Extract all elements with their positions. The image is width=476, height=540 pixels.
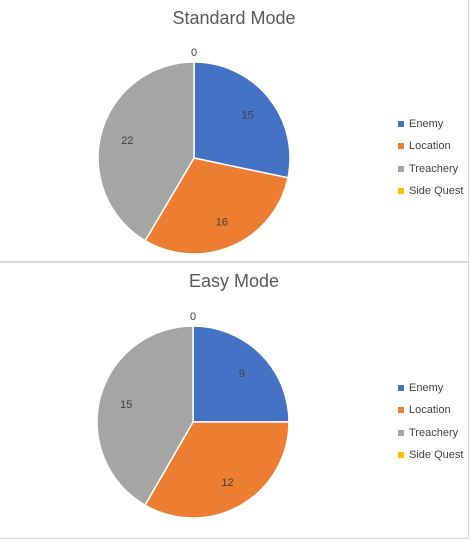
- legend-label: Treachery: [409, 162, 459, 175]
- legend-swatch: [398, 188, 404, 195]
- legend-swatch: [398, 407, 404, 414]
- chart-title: Standard Mode: [172, 8, 296, 28]
- legend-swatch: [398, 121, 404, 128]
- pie-slice-enemy: [192, 325, 290, 423]
- data-label-treachery: 22: [121, 135, 133, 147]
- data-label-location: 12: [221, 477, 233, 489]
- legend-swatch: [398, 165, 404, 172]
- pie-slice-location: [143, 421, 290, 519]
- legend-item: Enemy: [398, 377, 463, 399]
- legend-item: Enemy: [398, 113, 463, 135]
- data-label-side-quest: 0: [191, 47, 197, 59]
- legend-item: Location: [398, 135, 463, 157]
- pie-slice-enemy: [193, 61, 291, 179]
- legend-swatch: [398, 143, 404, 150]
- legend: Enemy Location Treachery Side Quest: [398, 377, 463, 466]
- data-label-enemy: 15: [242, 109, 254, 121]
- legend-item: Location: [398, 399, 463, 421]
- legend-swatch: [398, 385, 404, 392]
- legend-item: Side Quest: [398, 444, 463, 466]
- data-label-enemy: 9: [239, 368, 245, 380]
- legend-label: Location: [409, 404, 451, 417]
- legend-swatch: [398, 452, 404, 459]
- legend-label: Treachery: [409, 426, 459, 439]
- pie-slice-location: [144, 157, 289, 255]
- legend-label: Location: [409, 140, 451, 153]
- pie-chart: 9 12 15 0: [96, 311, 290, 519]
- chart-easy-mode: Easy Mode 9 12 15 0 Enemy Location Treachery S…: [0, 262, 469, 539]
- legend-label: Enemy: [409, 382, 444, 395]
- legend-item: Side Quest: [398, 180, 463, 202]
- chart-title: Easy Mode: [188, 271, 280, 291]
- legend-label: Side Quest: [409, 185, 464, 198]
- pie-slice-treachery: [96, 325, 194, 507]
- data-label-side-quest: 0: [190, 311, 196, 323]
- legend-label: Side Quest: [409, 449, 464, 462]
- data-label-location: 16: [216, 216, 228, 228]
- legend-swatch: [398, 429, 404, 436]
- legend-item: Treachery: [398, 158, 463, 180]
- data-label-treachery: 15: [120, 399, 132, 411]
- pie-chart: 15 16 22 0: [97, 47, 291, 255]
- pie-slice-treachery: [97, 61, 195, 242]
- legend: Enemy Location Treachery Side Quest: [398, 113, 463, 202]
- legend-label: Enemy: [409, 118, 444, 131]
- legend-item: Treachery: [398, 422, 463, 444]
- chart-standard-mode: Standard Mode 15 16 22 0 Enemy Location Treac…: [0, 0, 469, 262]
